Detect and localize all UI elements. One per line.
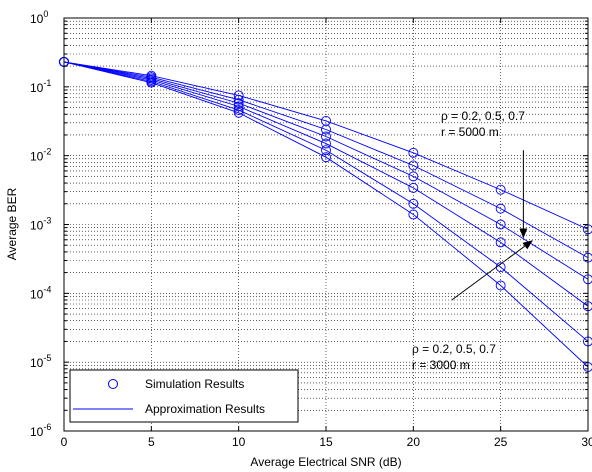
data-point-s1-5 — [495, 184, 506, 195]
data-point-s5-2 — [233, 105, 244, 115]
x-tick-label: 5 — [148, 435, 155, 449]
data-point-s6-1 — [146, 77, 157, 88]
annotation-r3000-rho: ρ = 0.2, 0.5, 0.7 — [412, 342, 496, 356]
data-point-s2-3 — [321, 124, 331, 135]
x-tick-label: 25 — [494, 435, 508, 449]
y-axis-label: Average BER — [5, 187, 19, 260]
y-tick-label: 100 — [30, 9, 48, 26]
data-point-s1-4 — [408, 147, 419, 158]
annotation-r3000-r: r = 3000 m — [412, 358, 470, 372]
data-point-s4-3 — [321, 138, 331, 149]
x-tick-label: 30 — [581, 435, 592, 449]
data-point-s2-4 — [408, 160, 419, 171]
annotation-r5000-rho: ρ = 0.2, 0.5, 0.7 — [441, 109, 525, 123]
x-tick-label: 10 — [232, 435, 246, 449]
data-point-s3-2 — [233, 98, 244, 109]
legend-label-approximation: Approximation Results — [145, 402, 265, 416]
data-point-s6-4 — [408, 209, 419, 220]
data-point-s4-2 — [233, 101, 244, 112]
x-tick-labels: 0 5 10 15 20 25 30 — [61, 435, 592, 449]
legend-marker-circle — [108, 379, 118, 389]
data-point-s3-5 — [495, 219, 506, 230]
annotation-r5000-r: r = 5000 m — [441, 125, 499, 139]
annotations: ρ = 0.2, 0.5, 0.7 r = 5000 m ρ = 0.2, 0.… — [412, 109, 533, 372]
legend: Simulation Results Approximation Results — [69, 369, 299, 423]
y-tick-label: 10-1 — [30, 78, 51, 95]
x-tick-label: 20 — [407, 435, 421, 449]
y-tick-label: 10-5 — [30, 353, 51, 370]
data-point-s5-4 — [408, 198, 419, 209]
data-point-s3-4 — [408, 171, 419, 182]
data-point-s4-5 — [495, 237, 506, 248]
series-markers — [59, 56, 592, 372]
data-point-s2-5 — [495, 203, 506, 214]
y-tick-labels: 100 10-1 10-2 10-3 10-4 10-5 10-6 — [30, 9, 51, 439]
x-tick-label: 0 — [61, 435, 68, 449]
data-point-s6-3 — [321, 152, 331, 163]
x-tick-label: 15 — [319, 435, 333, 449]
data-point-s6-5 — [495, 280, 506, 291]
x-axis-label: Average Electrical SNR (dB) — [250, 455, 401, 469]
annotation-arrow-2 — [451, 240, 533, 301]
y-tick-label: 10-3 — [30, 216, 51, 233]
data-point-s6-2 — [233, 107, 244, 118]
legend-box — [69, 369, 299, 423]
axis-ticks — [63, 17, 589, 432]
y-tick-label: 10-2 — [30, 147, 51, 164]
y-tick-label: 10-6 — [30, 422, 51, 439]
data-point-s1-2 — [233, 90, 244, 101]
data-point-s4-4 — [408, 182, 419, 193]
data-point-s2-2 — [233, 94, 244, 105]
legend-label-simulation: Simulation Results — [145, 377, 244, 391]
y-tick-label: 10-4 — [30, 284, 51, 301]
data-point-s5-3 — [321, 145, 331, 156]
data-point-s3-3 — [321, 131, 331, 142]
